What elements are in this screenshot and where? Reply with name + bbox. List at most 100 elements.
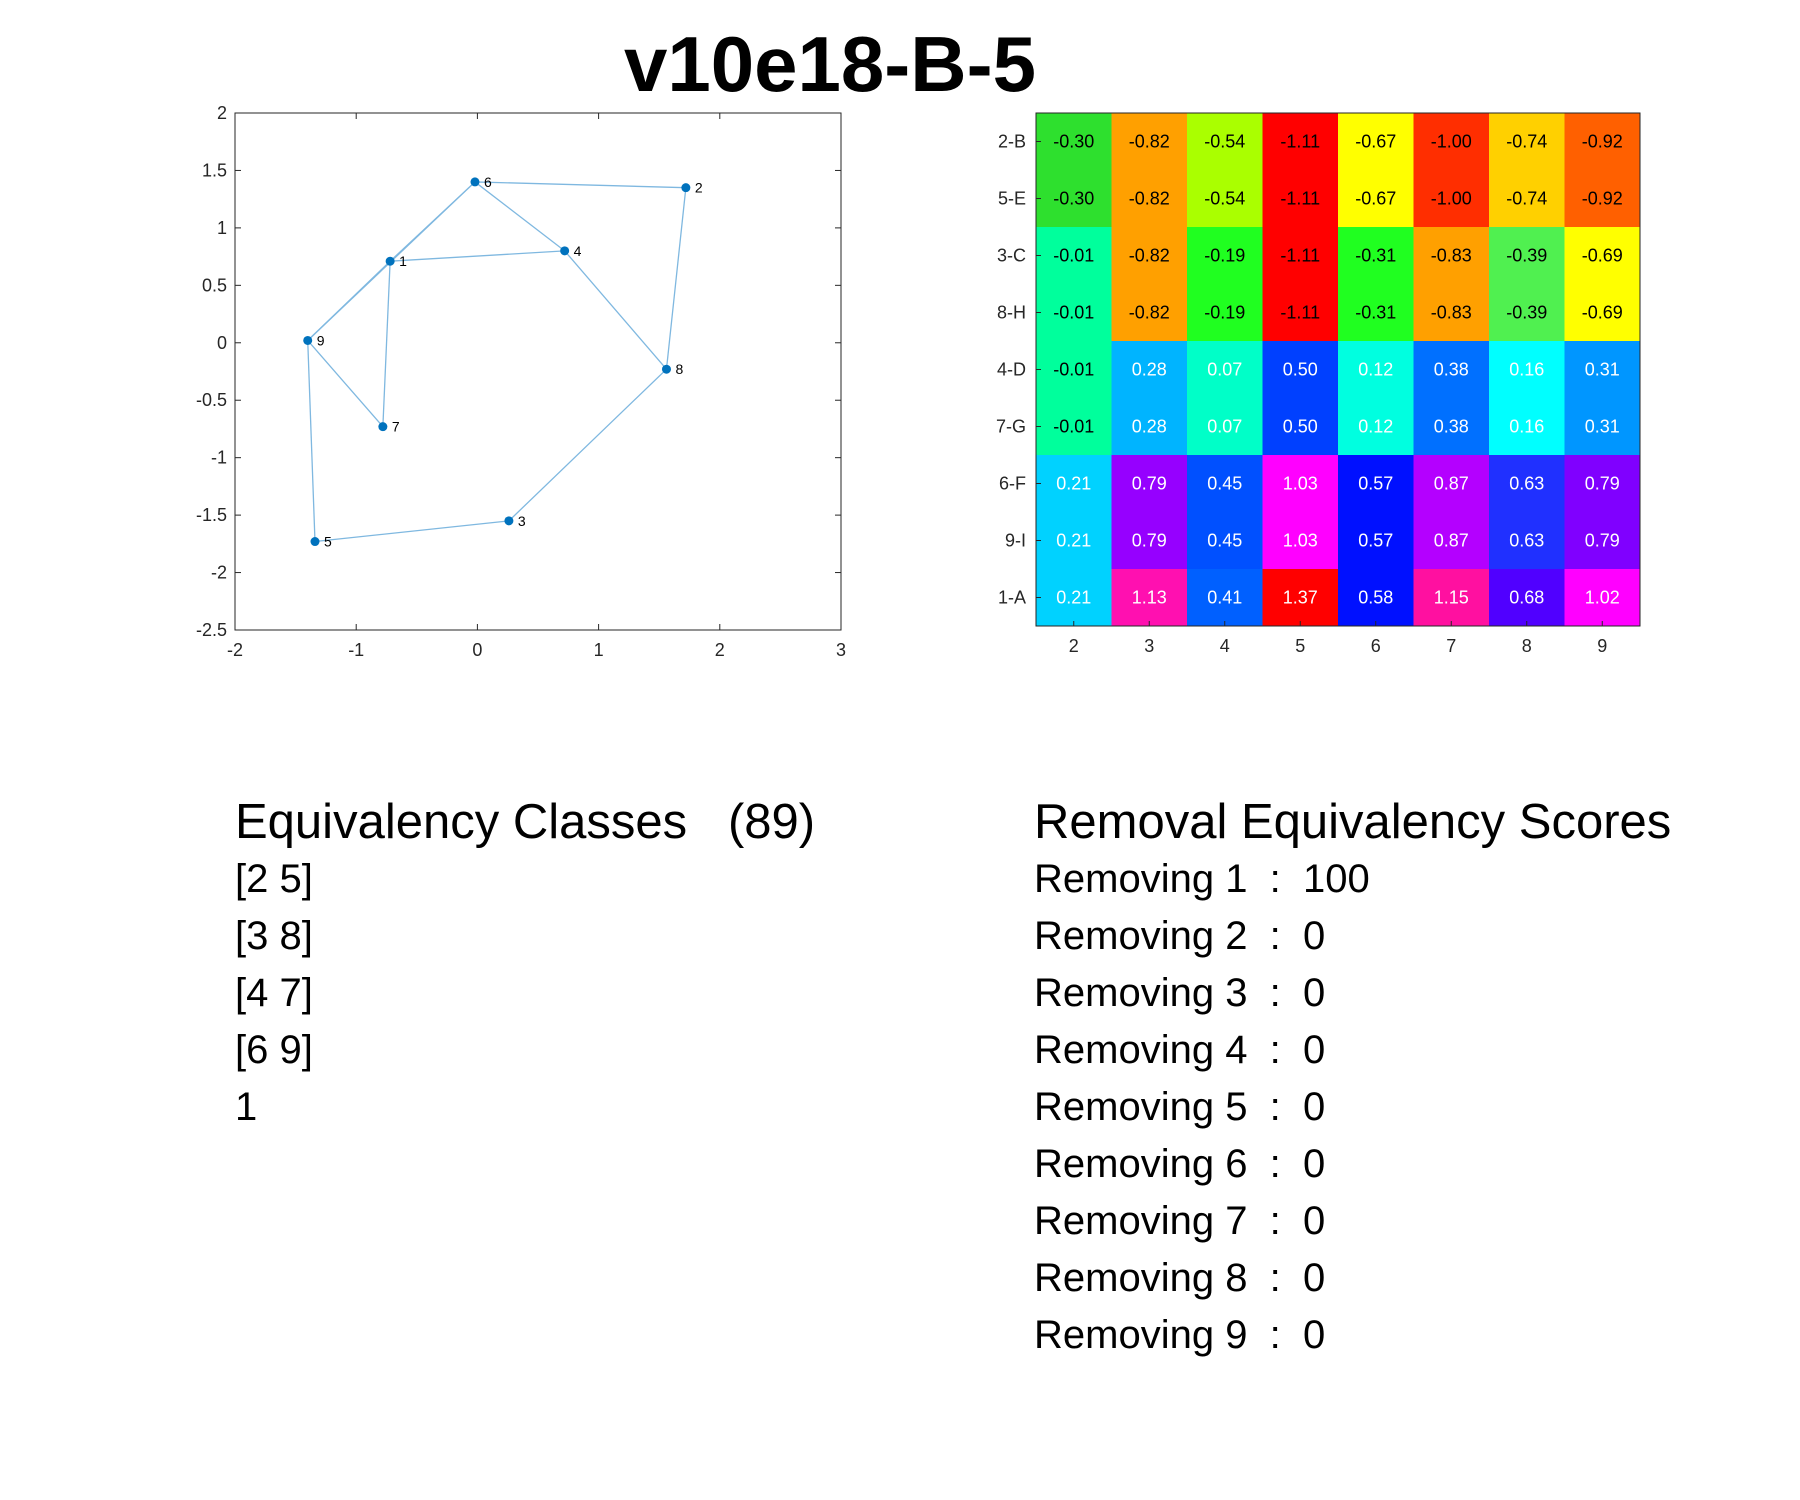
heatmap-cell [1338, 569, 1414, 627]
heatmap-cell-value: -0.83 [1431, 246, 1472, 266]
heatmap-cell [1111, 512, 1188, 570]
heatmap-cell-value: -0.01 [1053, 303, 1094, 323]
heatmap-cell-value: -1.11 [1280, 132, 1320, 152]
graph-edge [314, 520, 509, 543]
heatmap-cell [1262, 341, 1339, 399]
heatmap-cell [1111, 455, 1188, 513]
page-title: v10e18-B-5 [624, 20, 1036, 108]
heatmap-cell-value: -1.11 [1280, 246, 1320, 266]
heatmap-cell-value: 0.45 [1207, 531, 1242, 551]
removal-score-item: Removing 7 : 0 [1034, 1199, 1326, 1243]
graph-node-label: 8 [675, 361, 683, 377]
y-tick-label: -1.5 [196, 505, 227, 525]
y-tick-label: 1 [217, 218, 227, 238]
heatmap-cell-value: 0.28 [1132, 417, 1167, 437]
heatmap-cell [1036, 512, 1112, 570]
heatmap-cell-value: -1.11 [1280, 303, 1320, 323]
heatmap-cell [1036, 455, 1112, 513]
y-tick-label: -1 [211, 448, 227, 468]
heatmap-row-label: 3-C [997, 246, 1026, 266]
heatmap-cell [1338, 284, 1414, 342]
heatmap-cell-value: 1.02 [1585, 588, 1620, 608]
heatmap-cell-value: -0.92 [1582, 189, 1623, 209]
heatmap-cell [1187, 341, 1263, 399]
heatmap-cell [1036, 113, 1112, 171]
heatmap-cell [1564, 341, 1641, 399]
graph-node-label: 9 [317, 332, 325, 348]
heatmap-cell [1338, 341, 1414, 399]
heatmap-col-label: 5 [1295, 636, 1305, 656]
heatmap-cell-value: -0.74 [1506, 189, 1547, 209]
heatmap-cell [1111, 569, 1188, 627]
heatmap-cell [1187, 113, 1263, 171]
removal-score-item: Removing 6 : 0 [1034, 1142, 1326, 1186]
heatmap-cell [1111, 284, 1188, 342]
heatmap-cell-value: 0.68 [1509, 588, 1544, 608]
heatmap-cell-value: 0.31 [1585, 417, 1620, 437]
heatmap-cell [1338, 170, 1414, 228]
heatmap-cell [1489, 569, 1565, 627]
removal-score-item: Removing 2 : 0 [1034, 914, 1326, 958]
removal-score-item: Removing 9 : 0 [1034, 1313, 1326, 1357]
heatmap-cell-value: 1.03 [1283, 531, 1318, 551]
heatmap-cell [1111, 227, 1188, 285]
heatmap-cell-value: 1.03 [1283, 474, 1318, 494]
graph-node [385, 256, 395, 266]
graph-edge [665, 187, 687, 370]
heatmap-cell-value: 0.79 [1585, 474, 1620, 494]
heatmap-col-label: 8 [1522, 636, 1532, 656]
heatmap-cell-value: 1.15 [1434, 588, 1469, 608]
graph-edge [390, 250, 565, 262]
heatmap-cell [1036, 227, 1112, 285]
heatmap-cell-value: 0.63 [1509, 531, 1544, 551]
heatmap-cell-value: 0.79 [1132, 531, 1167, 551]
x-tick-label: 3 [836, 640, 846, 660]
x-tick-label: -1 [348, 640, 364, 660]
graph-edge [508, 368, 667, 522]
graph-node [378, 422, 388, 432]
x-tick-label: 1 [594, 640, 604, 660]
heatmap-cell [1413, 398, 1490, 456]
heatmap-cell [1413, 227, 1490, 285]
removal-score-item: Removing 8 : 0 [1034, 1256, 1326, 1300]
heatmap-cell-value: -0.31 [1355, 246, 1396, 266]
heatmap-cell [1338, 455, 1414, 513]
heatmap-row-label: 4-D [997, 360, 1026, 380]
x-tick-label: -2 [227, 640, 243, 660]
heatmap-cell-value: -0.01 [1053, 246, 1094, 266]
heatmap-cell-value: 0.21 [1056, 588, 1091, 608]
y-tick-label: 1.5 [202, 160, 227, 180]
heatmap-cell [1036, 569, 1112, 627]
heatmap-cell [1413, 170, 1490, 228]
heatmap-cell-value: 0.16 [1509, 417, 1544, 437]
heatmap-cell-value: -0.67 [1355, 189, 1396, 209]
heatmap-cell-value: 0.12 [1358, 417, 1393, 437]
heatmap-cell-value: 0.31 [1585, 360, 1620, 380]
heatmap-cell [1187, 398, 1263, 456]
heatmap-cell-value: 0.07 [1207, 417, 1242, 437]
heatmap-cell-value: 0.63 [1509, 474, 1544, 494]
heatmap-cell [1564, 170, 1641, 228]
heatmap-cell-value: -0.83 [1431, 303, 1472, 323]
graph-node-label: 5 [324, 534, 332, 550]
heatmap-col-label: 3 [1144, 636, 1154, 656]
heatmap-cell-value: 0.79 [1132, 474, 1167, 494]
graph-edge [474, 181, 686, 189]
removal-score-item: Removing 1 : 100 [1034, 857, 1370, 901]
y-tick-label: 2 [217, 103, 227, 123]
heatmap-cell-value: -0.82 [1129, 132, 1170, 152]
heatmap-cell-value: 1.37 [1283, 588, 1318, 608]
removal-score-item: Removing 3 : 0 [1034, 971, 1326, 1015]
heatmap-cell [1413, 569, 1490, 627]
heatmap-cell-value: 0.79 [1585, 531, 1620, 551]
heatmap-cell-value: -0.19 [1204, 246, 1245, 266]
heatmap-cell [1036, 170, 1112, 228]
equivalency-classes-title: Equivalency Classes (89) [235, 795, 816, 849]
y-tick-label: 0.5 [202, 275, 227, 295]
heatmap-col-label: 6 [1371, 636, 1381, 656]
heatmap-row-label: 5-E [998, 189, 1026, 209]
heatmap-cell-value: -0.30 [1053, 132, 1094, 152]
graph-edge [474, 181, 566, 252]
heatmap-cell [1338, 227, 1414, 285]
